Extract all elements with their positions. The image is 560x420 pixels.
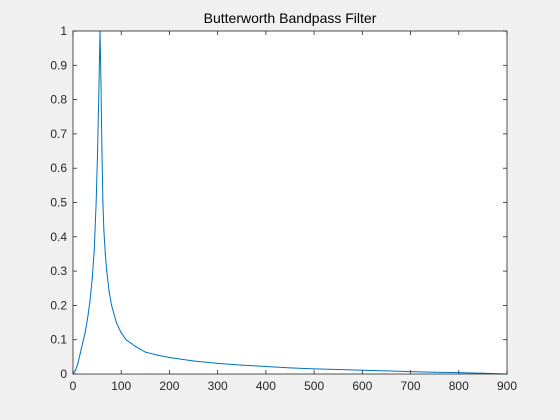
data-point <box>95 201 97 204</box>
data-point <box>125 339 127 341</box>
x-tick-label: 200 <box>159 379 179 393</box>
data-point <box>120 332 122 334</box>
data-point <box>93 249 95 252</box>
data-point <box>98 81 100 84</box>
y-tick-label: 0.2 <box>50 298 67 312</box>
data-point <box>82 342 84 344</box>
data-point <box>144 351 146 353</box>
data-point <box>135 345 137 348</box>
data-point <box>106 270 108 272</box>
data-point <box>130 342 132 344</box>
y-tick-label: 0.7 <box>50 127 67 141</box>
data-point <box>458 372 460 374</box>
data-point <box>91 277 93 279</box>
data-point <box>217 362 219 364</box>
data-point <box>104 253 106 255</box>
data-point <box>89 301 91 303</box>
data-point <box>385 370 388 372</box>
data-point <box>110 304 113 306</box>
x-tick-label: 800 <box>449 379 469 393</box>
data-point <box>84 332 86 334</box>
data-point <box>103 229 105 231</box>
x-tick-label: 400 <box>256 379 276 393</box>
axes-box <box>72 30 508 375</box>
data-point <box>96 150 99 152</box>
axes-background <box>73 31 507 374</box>
data-point <box>313 368 315 370</box>
x-tick-label: 700 <box>401 379 421 393</box>
data-point <box>337 368 339 371</box>
data-point <box>434 371 436 373</box>
y-tick-label: 1 <box>60 24 67 38</box>
data-point <box>102 201 104 204</box>
data-point <box>86 318 89 320</box>
y-tick-label: 0.5 <box>50 196 67 210</box>
y-tick-label: 0.3 <box>50 264 67 278</box>
series-line <box>72 30 508 375</box>
y-tick-label: 0.6 <box>50 161 67 175</box>
data-point <box>289 367 291 369</box>
y-tick-label: 0.4 <box>50 230 67 244</box>
x-axis: 0 100 200 300 400 500 600 700 800 900 <box>70 31 517 393</box>
y-axis: 0 0.1 0.2 0.3 0.4 0.5 0.6 0.7 0.8 0.9 1 <box>50 24 507 381</box>
data-point <box>168 356 171 359</box>
data-point <box>156 354 158 356</box>
x-tick-label: 100 <box>111 379 131 393</box>
x-tick-label: 300 <box>208 379 228 393</box>
x-tick-label: 0 <box>70 379 77 393</box>
y-tick-label: 0.9 <box>50 58 67 72</box>
data-point <box>100 81 102 84</box>
data-point <box>77 363 79 365</box>
data-point <box>79 352 81 355</box>
data-point <box>192 360 195 362</box>
data-point <box>241 364 243 366</box>
data-point <box>361 369 363 371</box>
data-point <box>409 370 412 373</box>
x-tick-label: 500 <box>304 379 324 393</box>
data-point <box>101 150 103 152</box>
y-tick-label: 0.1 <box>50 333 67 347</box>
x-tick-label: 600 <box>352 379 372 393</box>
data-point <box>108 291 110 293</box>
chart-title: Butterworth Bandpass Filter <box>204 10 377 26</box>
data-point <box>115 321 117 324</box>
x-tick-label: 900 <box>497 379 517 393</box>
data-point <box>265 365 267 368</box>
y-tick-label: 0 <box>60 367 67 381</box>
y-tick-label: 0.8 <box>50 93 67 107</box>
data-point <box>74 369 77 372</box>
